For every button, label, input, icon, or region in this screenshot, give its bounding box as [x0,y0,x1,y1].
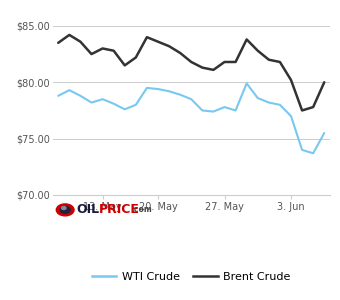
Circle shape [62,206,66,209]
Text: PRICE: PRICE [98,203,139,216]
Text: .com: .com [132,206,152,214]
Circle shape [60,206,70,213]
Circle shape [56,204,74,216]
Legend: WTI Crude, Brent Crude: WTI Crude, Brent Crude [87,267,295,286]
Text: OIL: OIL [76,203,99,216]
